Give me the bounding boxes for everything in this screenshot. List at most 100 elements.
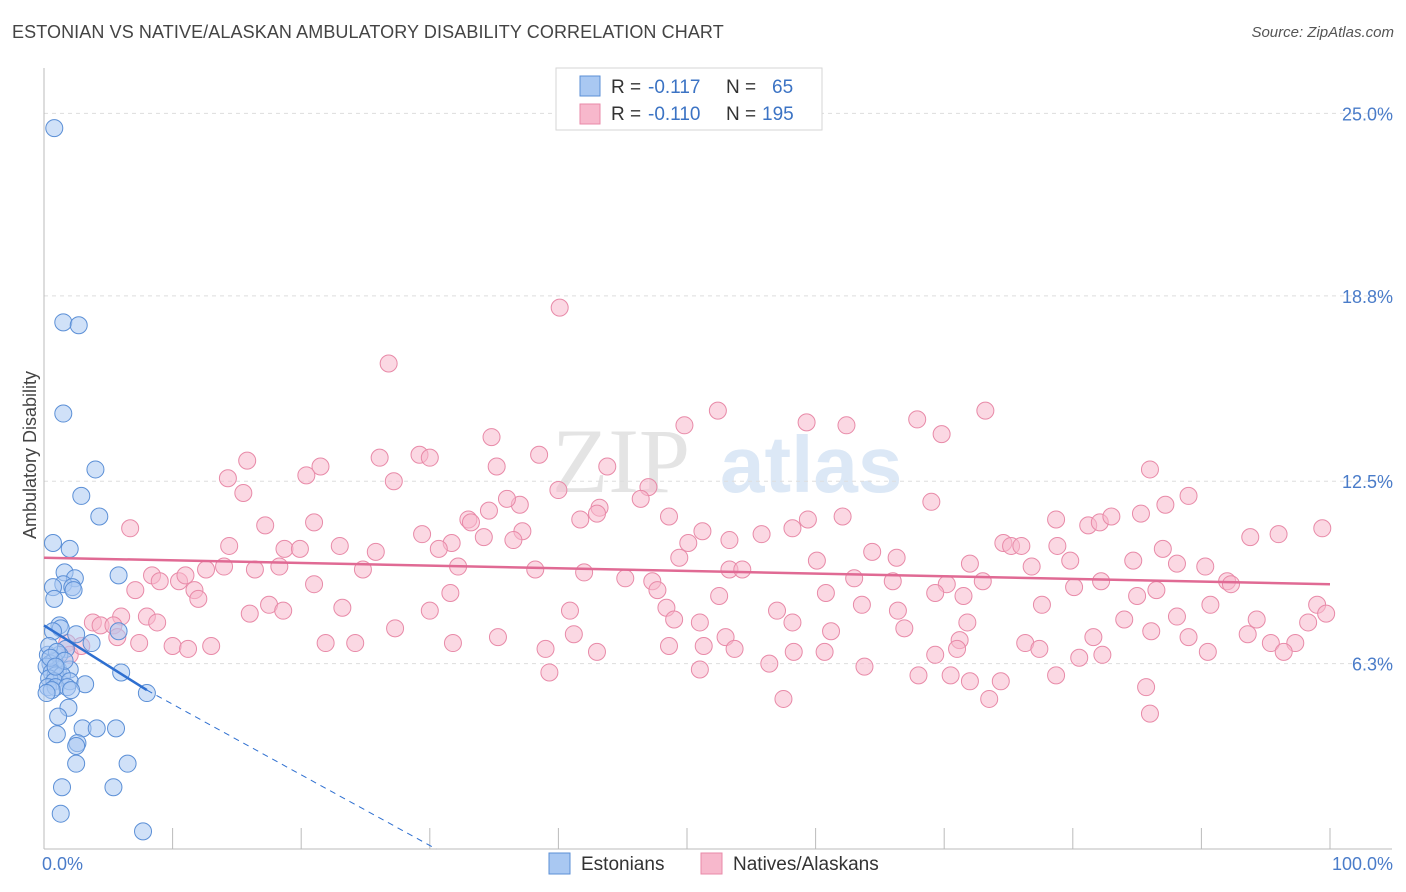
native-point-154 (1084, 628, 1103, 647)
estonian-point-55 (118, 754, 137, 773)
native-point-38 (1047, 510, 1066, 529)
legend-bottom-swatch-natives (700, 852, 723, 875)
native-point-166 (346, 634, 365, 653)
native-point-64 (1313, 519, 1332, 538)
estonian-point-58 (51, 804, 70, 823)
native-point-190 (941, 666, 960, 685)
native-point-168 (536, 639, 555, 658)
native-point-186 (855, 657, 874, 676)
native-point-156 (1179, 628, 1198, 647)
native-point-116 (1147, 581, 1166, 600)
native-point-45 (256, 516, 275, 535)
native-point-181 (1274, 642, 1293, 661)
estonian-point-11 (109, 566, 128, 585)
native-point-1 (379, 354, 398, 373)
native-point-93 (575, 563, 594, 582)
legend-r-label-2: R = (611, 104, 641, 125)
native-point-27 (631, 489, 650, 508)
native-point-92 (526, 560, 545, 579)
native-point-15 (311, 457, 330, 476)
native-point-119 (1128, 586, 1147, 605)
native-point-0 (550, 298, 569, 317)
x-tick-label-min: 0.0% (42, 854, 83, 874)
native-point-107 (305, 575, 324, 594)
native-point-16 (487, 457, 506, 476)
native-point-179 (1093, 645, 1112, 664)
legend-n-value-2: 195 (762, 104, 794, 125)
watermark-atlas: atlas (720, 420, 902, 509)
native-point-63 (1241, 528, 1260, 547)
native-point-131 (958, 613, 977, 632)
native-point-187 (690, 660, 709, 679)
native-point-194 (1137, 678, 1156, 697)
estonian-point-21 (109, 622, 128, 641)
native-point-126 (420, 601, 439, 620)
native-point-144 (488, 628, 507, 647)
native-point-127 (560, 601, 579, 620)
native-point-49 (693, 522, 712, 541)
native-trend-line (43, 556, 1331, 586)
native-point-110 (710, 586, 729, 605)
y-tick-label-2: 18.8% (1342, 287, 1393, 307)
estonian-point-8 (60, 539, 79, 558)
native-point-177 (1030, 639, 1049, 658)
native-point-133 (1167, 607, 1186, 626)
native-point-178 (1070, 648, 1089, 667)
native-point-151 (895, 619, 914, 638)
native-point-105 (126, 581, 145, 600)
native-point-10 (530, 445, 549, 464)
native-point-73 (807, 551, 826, 570)
native-point-67 (275, 539, 294, 558)
native-point-69 (330, 536, 349, 555)
native-point-109 (648, 581, 667, 600)
native-point-43 (1102, 507, 1121, 526)
native-point-174 (815, 642, 834, 661)
estonian-point-51 (47, 725, 66, 744)
legend-r-value-1: -0.117 (648, 77, 700, 98)
native-point-122 (189, 589, 208, 608)
chart-title: ESTONIAN VS NATIVE/ALASKAN AMBULATORY DI… (12, 22, 724, 42)
native-point-191 (991, 672, 1010, 691)
gridlines (44, 112, 1392, 665)
estonian-point-16 (45, 589, 64, 608)
native-point-32 (587, 504, 606, 523)
native-point-132 (1115, 610, 1134, 629)
source-label: Source: ZipAtlas.com (1251, 24, 1394, 41)
native-point-167 (443, 634, 462, 653)
native-point-53 (474, 528, 493, 547)
legend-bottom-natives: Natives/Alaskans (733, 854, 879, 875)
estonian-point-43 (62, 681, 81, 700)
native-point-137 (1317, 604, 1336, 623)
native-point-88 (245, 560, 264, 579)
native-point-142 (274, 601, 293, 620)
native-point-12 (370, 448, 389, 467)
y-tick-label-1: 12.5% (1342, 472, 1393, 492)
native-point-176 (948, 639, 967, 658)
native-point-125 (333, 598, 352, 617)
estonian-point-1 (54, 313, 73, 332)
native-point-115 (1032, 595, 1051, 614)
native-point-29 (1179, 486, 1198, 505)
estonian-point-15 (64, 581, 83, 600)
native-point-74 (863, 542, 882, 561)
native-point-180 (1198, 642, 1217, 661)
native-points (58, 298, 1336, 723)
x-tick-label-max: 100.0% (1332, 854, 1393, 874)
estonian-point-22 (82, 634, 101, 653)
estonian-point-6 (90, 507, 109, 526)
native-point-155 (1142, 622, 1161, 641)
axes (43, 68, 1392, 850)
native-point-114 (954, 586, 973, 605)
native-point-37 (833, 507, 852, 526)
estonian-point-4 (86, 460, 105, 479)
native-point-33 (798, 510, 817, 529)
native-point-89 (270, 557, 289, 576)
native-point-31 (497, 489, 516, 508)
native-point-76 (960, 554, 979, 573)
native-point-55 (720, 531, 739, 550)
native-point-147 (690, 613, 709, 632)
native-point-149 (783, 613, 802, 632)
estonian-point-59 (134, 822, 153, 841)
y-tick-label-3: 25.0% (1342, 104, 1393, 124)
native-point-14 (420, 448, 439, 467)
